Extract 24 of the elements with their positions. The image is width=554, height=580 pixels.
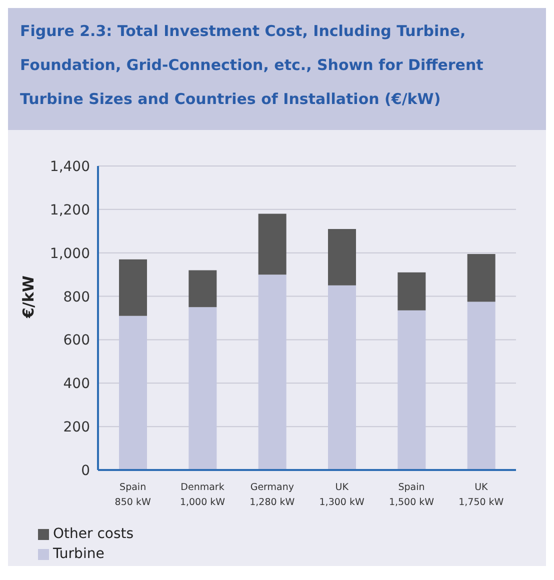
y-tick-label: 200 [63, 420, 90, 436]
y-tick-label: 0 [81, 462, 90, 479]
y-tick-label: 1,000 [50, 246, 90, 262]
bar [328, 228, 356, 286]
bar [398, 272, 426, 310]
chart-title: Figure 2.3: Total Investment Cost, Including Turbine, Foundation, Grid-Connection, etc., Shown for Different Turbine Sizes and Countries of Installation (€/kW) [8, 8, 546, 130]
y-tick-label: 1,400 [50, 158, 90, 175]
bar [188, 270, 217, 308]
legend-label: Other costs [53, 526, 134, 542]
bar [119, 259, 147, 316]
y-tick-label: 400 [63, 376, 90, 392]
x-tick-label: Spain 850 kW [114, 482, 152, 508]
x-tick-label: Denmark 1,000 kW [180, 482, 226, 508]
y-tick-label: 600 [63, 332, 90, 349]
legend-label: Turbine [53, 546, 104, 562]
x-tick-label: Spain 1,500 kW [388, 482, 435, 508]
y-axis-title: €/kW [19, 275, 38, 319]
y-tick-label: 800 [63, 289, 90, 306]
bar [467, 254, 496, 302]
bar [258, 214, 286, 275]
x-tick-label: Germany 1,280 kW [250, 482, 296, 508]
x-tick-label: UK 1,300 kW [319, 482, 365, 508]
y-tick-label: 1,200 [50, 202, 90, 218]
x-tick-label: UK 1,750 kW [458, 482, 504, 508]
